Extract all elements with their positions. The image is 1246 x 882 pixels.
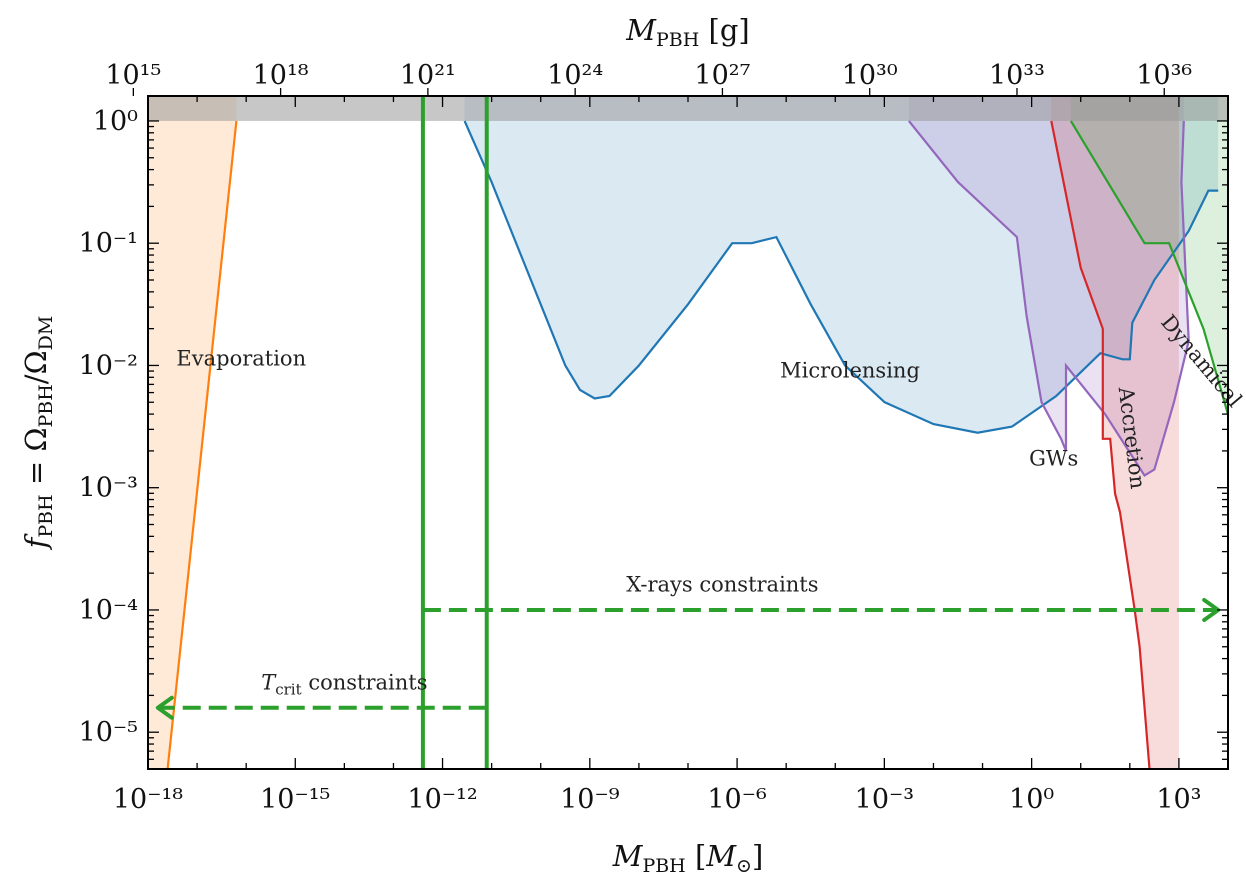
y-tick-label: 10⁻⁴ [79,595,138,626]
gws-fill [908,96,1189,476]
x2-tick-label: 10³³ [989,60,1045,91]
accretion-fill [1051,96,1179,769]
x-tick-label: 10⁻⁹ [560,784,620,815]
microlensing-curve [463,120,1219,434]
x-tick-label: 10⁰ [1009,784,1054,815]
y-tick-label: 10⁻⁵ [79,717,138,748]
tcrit-arrow [155,695,487,720]
y-tick-label: 10⁰ [93,106,138,137]
arrow-head [155,695,174,720]
y-tick-label: 10⁻² [79,350,138,381]
x-tick-label: 10⁻¹² [407,784,477,815]
y-tick-label: 10⁻¹ [79,228,138,259]
xrays-label: X-rays constraints [626,573,818,597]
axis-ticks [132,88,1229,770]
x-tick-label: 10⁻¹⁸ [113,784,183,815]
constraint-fills [148,96,1228,769]
evaporation-curve [166,120,238,769]
evaporation-fill [148,96,237,769]
tick-labels: 10⁻¹⁸ 10⁻¹⁵ 10⁻¹² 10⁻⁹ 10⁻⁶ 10⁻³ 10⁰ 10³ 10¹⁵ 10¹… [79,60,1202,815]
x2-tick-label: 10³⁰ [842,60,898,91]
x2-tick-label: 10¹⁸ [253,60,309,91]
top-axis-label: MPBH [g] [625,13,749,51]
dynamical-fill [1070,96,1228,415]
y-axis-label: fPBH = ΩPBH/ΩDM [19,316,57,551]
x2-tick-label: 10³⁶ [1136,60,1192,91]
x-axis-label: MPBH [M⊙] [612,839,764,877]
x2-tick-label: 10²¹ [400,60,456,91]
gws-curve [908,120,1190,478]
microlensing-fill [464,96,1219,433]
y-tick-label: 10⁻³ [79,473,138,504]
x2-tick-label: 10²⁷ [694,60,750,91]
constraint-curves [166,120,1228,769]
x2-tick-label: 10²⁴ [547,60,603,91]
x-tick-label: 10³ [1156,784,1201,815]
vertical-lines [420,96,489,769]
dynamical-curve [1069,120,1228,415]
x2-tick-label: 10¹⁵ [105,60,161,91]
constraint-arrows: X-rays constraints Tcrit constraints [155,573,1221,720]
accretion-curve [1050,120,1151,769]
tcrit-label: Tcrit constraints [261,670,427,698]
evaporation-label: Evaporation [176,346,306,370]
x-tick-label: 10⁻⁶ [707,784,767,815]
x-tick-label: 10⁻¹⁵ [260,784,330,815]
x-tick-label: 10⁻³ [855,784,914,815]
gws-label: GWs [1029,447,1078,471]
microlensing-label: Microlensing [780,359,920,383]
